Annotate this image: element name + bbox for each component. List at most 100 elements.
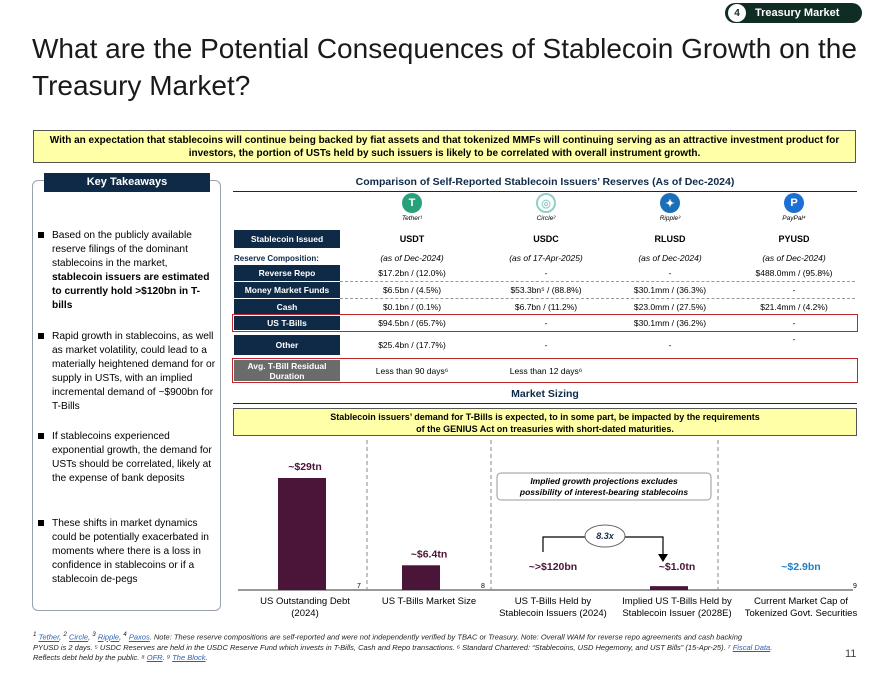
note-line-1: Stablecoin issuers’ demand for T-Bills i… bbox=[330, 412, 760, 422]
reserve-composition-label: Reserve Composition: bbox=[234, 254, 319, 263]
bullet-square-icon bbox=[38, 333, 44, 339]
comparison-title-rule bbox=[233, 191, 857, 192]
footnote-sup: 4 bbox=[123, 631, 127, 638]
multiplier-bubble bbox=[584, 524, 626, 548]
table-cell: $30.1mm / (36.2%) bbox=[633, 318, 707, 328]
table-cell: - bbox=[544, 340, 548, 350]
footnote: 1 Tether, 2 Circle, 3 Ripple, 4 Paxos. N… bbox=[33, 631, 773, 662]
table-cell: $25.4bn / (17.7%) bbox=[378, 340, 446, 350]
bar bbox=[402, 565, 440, 590]
link-the-block[interactable]: The Block bbox=[172, 652, 206, 662]
footnote-text: Reflects debt held by the public. ⁸ bbox=[33, 652, 145, 662]
market-sizing-chart: ~$29tn 7 US Outstanding Debt(2024) ~$6.4tn 8… bbox=[238, 440, 857, 619]
data-label: ~$2.9bn bbox=[781, 561, 820, 573]
takeaway-item: If stablecoins experienced exponential g… bbox=[38, 430, 218, 486]
table-cell: - bbox=[792, 318, 796, 328]
link-circle[interactable]: Circle bbox=[68, 632, 89, 642]
highlight-us-tbills-row bbox=[232, 314, 858, 332]
row-label-reverse-repo: Reverse Repo bbox=[234, 265, 340, 281]
highlight-duration-row bbox=[232, 358, 858, 383]
bullet-square-icon bbox=[38, 232, 44, 238]
ripple-icon: ✦ bbox=[660, 193, 680, 213]
category-label: Stablecoin Issuers (2024) bbox=[499, 608, 607, 619]
link-ripple[interactable]: Ripple bbox=[97, 632, 120, 642]
row-label-other: Other bbox=[234, 335, 340, 355]
table-cell: $6.5bn / (4.5%) bbox=[382, 285, 442, 295]
table-cell: $488.0mm / (95.8%) bbox=[755, 268, 833, 278]
callout-box bbox=[496, 472, 712, 501]
link-fiscal-data[interactable]: Fiscal Data bbox=[732, 642, 771, 652]
data-label: ~>$120bn bbox=[529, 561, 577, 573]
callout-line-2: possibility of interest-bearing stableco… bbox=[519, 487, 688, 497]
arrow-head-icon bbox=[658, 554, 668, 562]
issuer-caption: PayPal⁴ bbox=[782, 215, 806, 222]
takeaway-item: Based on the publicly available reserve … bbox=[38, 229, 218, 313]
takeaway-item: Rapid growth in stablecoins, as well as … bbox=[38, 330, 218, 414]
table-cell: $17.2bn / (12.0%) bbox=[378, 268, 446, 278]
issuer-logo-circle: ◎ Circle² bbox=[486, 193, 606, 222]
row-label-cash: Cash bbox=[234, 299, 340, 315]
data-label: ~$1.0tn bbox=[659, 561, 695, 573]
category-label: Tokenized Govt. Securities bbox=[745, 608, 857, 619]
bullet-square-icon bbox=[38, 433, 44, 439]
link-tether[interactable]: Tether bbox=[38, 632, 60, 642]
row-divider bbox=[340, 298, 855, 299]
table-cell: - bbox=[668, 340, 672, 350]
table-cell: $23.0mm / (27.5%) bbox=[633, 302, 707, 312]
footnote-sup: 1 bbox=[33, 631, 37, 638]
footnote-marker: 8 bbox=[481, 583, 485, 590]
row-label-us-tbills: US T-Bills bbox=[234, 316, 340, 330]
asof-usdt: (as of Dec-2024) bbox=[380, 253, 444, 263]
section-number: 4 bbox=[728, 4, 746, 22]
table-cell: $6.7bn / (11.2%) bbox=[514, 302, 578, 312]
row-label-money-market-funds: Money Market Funds bbox=[234, 282, 340, 298]
bullet-square-icon bbox=[38, 520, 44, 526]
takeaway-text: Rapid growth in stablecoins, as well as … bbox=[52, 331, 216, 412]
issuer-caption: Ripple³ bbox=[659, 215, 681, 222]
comparison-title: Comparison of Self-Reported Stablecoin I… bbox=[355, 176, 735, 188]
link-ofr[interactable]: OFR bbox=[146, 652, 163, 662]
table-cell: $30.1mm / (36.3%) bbox=[633, 285, 707, 295]
table-cell: $21.4mm / (4.2%) bbox=[760, 302, 828, 312]
category-label: US T-Bills Held by bbox=[515, 596, 592, 607]
category-label: US Outstanding Debt bbox=[260, 596, 350, 607]
footnote-marker: 7 bbox=[357, 583, 361, 590]
issuer-caption: Tether¹ bbox=[401, 215, 423, 222]
row-divider bbox=[340, 281, 855, 282]
footnote-text: . ⁹ bbox=[162, 652, 171, 662]
banner-line-1: With an expectation that stablecoins wil… bbox=[49, 135, 840, 146]
footnote-text: Note: These reserve compositions are sel… bbox=[153, 632, 743, 642]
takeaway-text: If stablecoins experienced exponential g… bbox=[52, 431, 212, 484]
bar bbox=[278, 478, 326, 590]
market-sizing-note: Stablecoin issuers’ demand for T-Bills i… bbox=[233, 408, 857, 436]
callout-line-1: Implied growth projections excludes bbox=[530, 476, 678, 486]
bar bbox=[650, 586, 688, 590]
issuer-logo-tether: T Tether¹ bbox=[352, 193, 472, 222]
takeaway-text: These shifts in market dynamics could be… bbox=[52, 518, 209, 585]
key-takeaways-header: Key Takeaways bbox=[44, 173, 210, 192]
category-label: (2024) bbox=[291, 608, 318, 619]
ticker-rlusd: RLUSD bbox=[654, 234, 686, 244]
footnote-sup: 3 bbox=[92, 631, 96, 638]
note-line-2: of the GENIUS Act on treasuries with sho… bbox=[416, 424, 674, 434]
asof-usdc: (as of 17-Apr-2025) bbox=[509, 253, 583, 263]
circle-icon: ◎ bbox=[536, 193, 556, 213]
paypal-icon: P bbox=[784, 193, 804, 213]
takeaway-text: Based on the publicly available reserve … bbox=[52, 230, 192, 269]
category-label: Stablecoin Issuer (2028E) bbox=[622, 608, 731, 619]
section-label: Treasury Market bbox=[755, 7, 840, 19]
table-cell: - bbox=[544, 318, 548, 328]
ticker-pyusd: PYUSD bbox=[778, 234, 810, 244]
issuer-caption: Circle² bbox=[536, 215, 556, 222]
data-label: ~$6.4tn bbox=[411, 548, 447, 560]
link-paxos[interactable]: Paxos bbox=[128, 632, 150, 642]
ticker-usdt: USDT bbox=[399, 234, 425, 244]
banner-line-2: investors, the portion of USTs held by s… bbox=[188, 148, 701, 159]
issuer-logo-ripple: ✦ Ripple³ bbox=[610, 193, 730, 222]
market-sizing-title: Market Sizing bbox=[511, 388, 579, 400]
multiplier-label: 8.3x bbox=[596, 531, 615, 541]
table-cell: $94.5bn / (65.7%) bbox=[378, 318, 446, 328]
table-cell: - bbox=[792, 334, 796, 344]
takeaway-bold-text: stablecoin issuers are estimated to curr… bbox=[52, 272, 210, 311]
table-cell: Less than 90 days⁶ bbox=[375, 366, 449, 376]
